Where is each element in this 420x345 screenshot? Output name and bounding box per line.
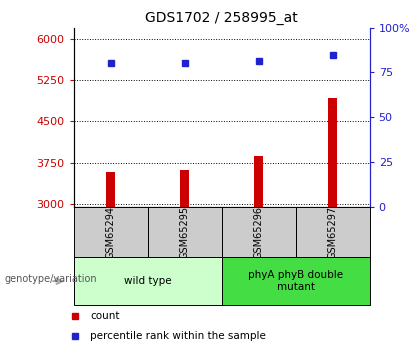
Bar	[74, 257, 222, 305]
Text: GSM65297: GSM65297	[328, 206, 338, 258]
Text: GSM65296: GSM65296	[254, 206, 264, 258]
Bar	[328, 98, 337, 207]
Title: GDS1702 / 258995_at: GDS1702 / 258995_at	[145, 11, 298, 25]
Text: phyA phyB double
mutant: phyA phyB double mutant	[248, 270, 343, 292]
Text: percentile rank within the sample: percentile rank within the sample	[90, 331, 266, 341]
Bar	[147, 207, 222, 257]
Bar	[222, 207, 296, 257]
Text: genotype/variation: genotype/variation	[4, 275, 97, 284]
Text: GSM65294: GSM65294	[105, 206, 116, 258]
Text: GSM65295: GSM65295	[179, 206, 189, 258]
Bar	[180, 170, 189, 207]
Text: wild type: wild type	[124, 276, 171, 286]
Bar	[222, 257, 370, 305]
Text: count: count	[90, 312, 120, 322]
Bar	[254, 156, 263, 207]
Bar	[106, 172, 115, 207]
Bar	[74, 207, 147, 257]
Bar	[296, 207, 370, 257]
